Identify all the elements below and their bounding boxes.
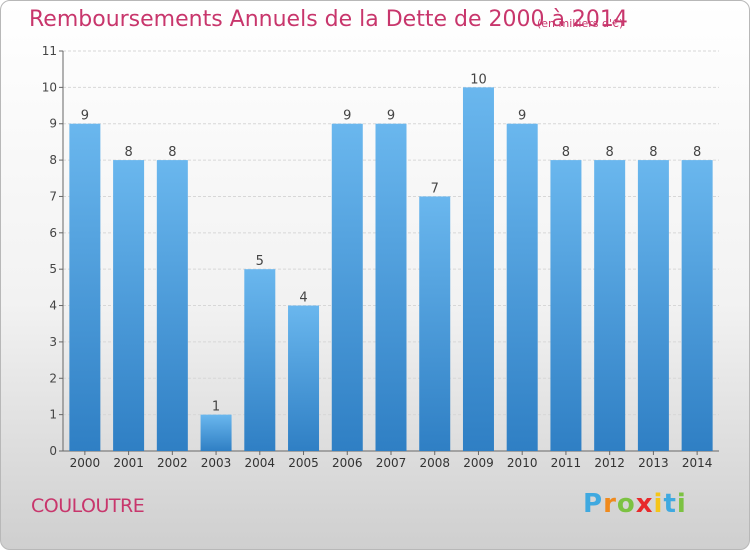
data-label-2006: 9: [343, 109, 351, 124]
x-tick-label-2002: 2002: [157, 456, 188, 470]
x-tick-label-2003: 2003: [201, 456, 232, 470]
y-tick-label: 7: [49, 189, 57, 203]
y-tick-label: 4: [49, 299, 57, 313]
data-label-2003: 1: [212, 400, 220, 415]
x-tick-label-2006: 2006: [332, 456, 363, 470]
data-labels: 9 8 8 1 5 4 9 9 7 10 9 8 8 8 8: [81, 72, 702, 414]
y-tick-label: 3: [49, 335, 57, 349]
x-tick-label-2001: 2001: [113, 456, 144, 470]
y-tick-label: 1: [49, 408, 57, 422]
x-tick-label-2007: 2007: [376, 456, 407, 470]
x-tick-label-2009: 2009: [463, 456, 494, 470]
data-label-2004: 5: [256, 254, 264, 269]
x-tick-label-2004: 2004: [245, 456, 276, 470]
y-tick-label: 2: [49, 371, 57, 385]
bar-2002: [156, 160, 188, 451]
bar-2014: [681, 160, 713, 451]
commune-name: COULOUTRE: [31, 495, 145, 517]
data-label-2013: 8: [649, 145, 657, 160]
y-tick-label: 10: [42, 80, 57, 94]
y-tick-label: 9: [49, 117, 57, 131]
data-label-2002: 8: [168, 145, 176, 160]
bar-2013: [637, 160, 669, 451]
x-tick-label-2000: 2000: [70, 456, 101, 470]
data-label-2001: 8: [124, 145, 132, 160]
bars: [69, 87, 713, 452]
data-label-2000: 9: [81, 109, 89, 124]
bar-chart: 0 1 2 3 4 5 6 7 8 9 10 11 2000 2001 2002 2003 2004 2005 20…: [42, 44, 719, 470]
data-label-2009: 10: [470, 72, 487, 87]
unit-note: (en milliers d'€): [537, 17, 624, 30]
logo-letter: x: [635, 489, 654, 519]
y-tick-label: 11: [42, 44, 57, 58]
bar-2004: [244, 269, 276, 451]
data-label-2008: 7: [431, 181, 439, 196]
x-tick-label-2012: 2012: [594, 456, 625, 470]
bar-2008: [419, 196, 451, 451]
data-label-2014: 8: [693, 145, 701, 160]
x-tick-label-2011: 2011: [551, 456, 582, 470]
data-label-2010: 9: [518, 109, 526, 124]
logo-letter: t: [663, 489, 677, 519]
x-tick-label-2008: 2008: [419, 456, 450, 470]
x-tick-label-2010: 2010: [507, 456, 538, 470]
y-tick-label: 8: [49, 153, 57, 167]
bar-2003: [200, 414, 232, 451]
chart-title: Remboursements Annuels de la Dette de 20…: [29, 7, 628, 32]
bar-2005: [288, 305, 320, 451]
data-label-2012: 8: [606, 145, 614, 160]
bar-2000: [69, 123, 101, 452]
bar-2010: [506, 123, 538, 452]
bar-2001: [113, 160, 145, 451]
bar-2006: [331, 123, 363, 452]
logo-letter: r: [603, 489, 617, 519]
x-tick-label-2013: 2013: [638, 456, 669, 470]
data-label-2007: 9: [387, 109, 395, 124]
y-tick-label: 5: [49, 262, 57, 276]
logo-letter: P: [583, 489, 604, 519]
data-label-2011: 8: [562, 145, 570, 160]
logo-letter: i: [653, 489, 664, 519]
x-tick-label-2005: 2005: [288, 456, 319, 470]
y-tick-label: 0: [49, 444, 57, 458]
logo-letter: i: [676, 489, 687, 519]
proxiti-logo[interactable]: Proxiti: [583, 489, 687, 519]
x-tick-label-2014: 2014: [682, 456, 713, 470]
logo-letter: o: [616, 489, 636, 519]
bar-2011: [550, 160, 582, 451]
bar-2007: [375, 123, 407, 452]
data-label-2005: 4: [299, 291, 307, 306]
y-tick-label: 6: [49, 226, 57, 240]
bar-2009: [462, 87, 494, 451]
bar-2012: [594, 160, 626, 451]
